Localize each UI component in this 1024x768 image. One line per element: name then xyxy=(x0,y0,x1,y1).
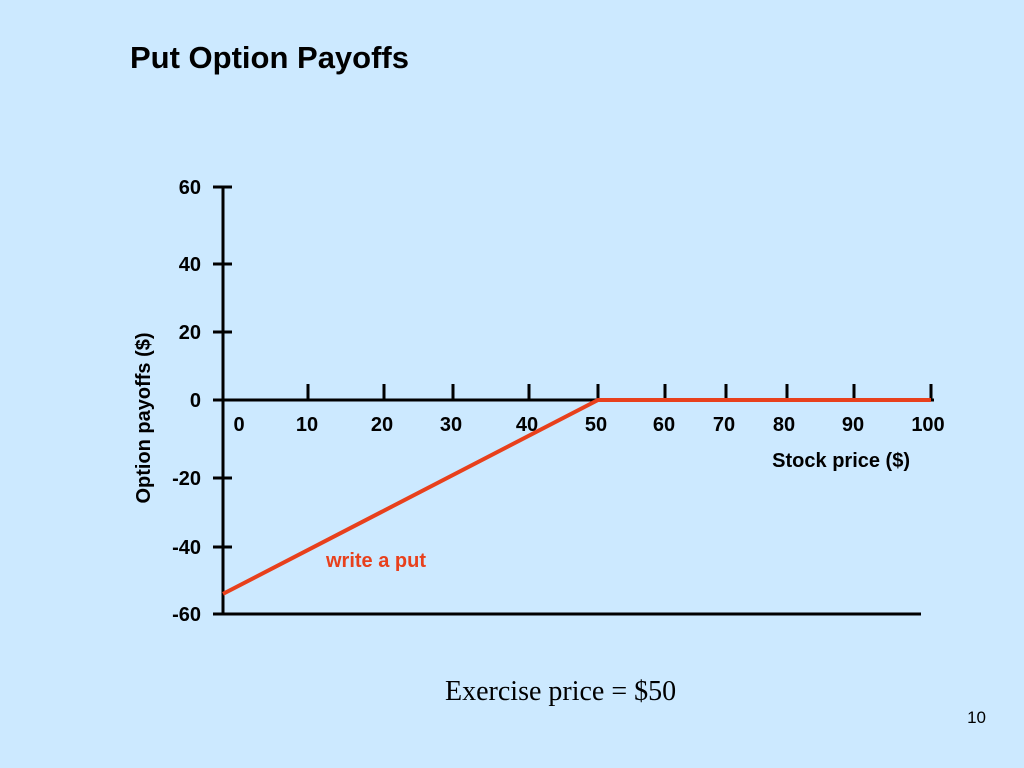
x-tick-label: 50 xyxy=(585,414,607,436)
x-tick-label: 100 xyxy=(911,414,944,436)
y-tick-label: 60 xyxy=(179,177,201,199)
y-axis-title: Option payoffs ($) xyxy=(133,332,155,503)
write-put-payoff-line xyxy=(222,398,931,596)
write-put-annotation: write a put xyxy=(325,550,426,572)
payoff-series xyxy=(222,398,931,596)
y-tick-label: 20 xyxy=(179,322,201,344)
slide-title: Put Option Payoffs xyxy=(130,40,409,75)
x-tick-label: 20 xyxy=(371,414,393,436)
x-axis-title: Stock price ($) xyxy=(772,450,910,472)
x-tick-label: 80 xyxy=(773,414,795,436)
y-tick-label: -40 xyxy=(172,537,201,559)
y-tick-label: -20 xyxy=(172,468,201,490)
x-tick-label: 70 xyxy=(713,414,735,436)
y-tick-label: 40 xyxy=(179,254,201,276)
page-number: 10 xyxy=(967,708,986,727)
x-tick-label: 40 xyxy=(516,414,538,436)
y-axis-ticks: 60 40 20 0 -20 -40 -60 xyxy=(172,177,232,626)
x-tick-label: 10 xyxy=(296,414,318,436)
y-tick-label: -60 xyxy=(172,604,201,626)
exercise-price-note: Exercise price = $50 xyxy=(445,676,677,707)
x-tick-label: 90 xyxy=(842,414,864,436)
x-axis-ticks: 0 10 20 30 40 50 60 70 80 90 100 xyxy=(233,384,945,436)
y-tick-label: 0 xyxy=(190,390,201,412)
x-tick-label: 60 xyxy=(653,414,675,436)
x-tick-label: 0 xyxy=(233,414,244,436)
x-tick-label: 30 xyxy=(440,414,462,436)
